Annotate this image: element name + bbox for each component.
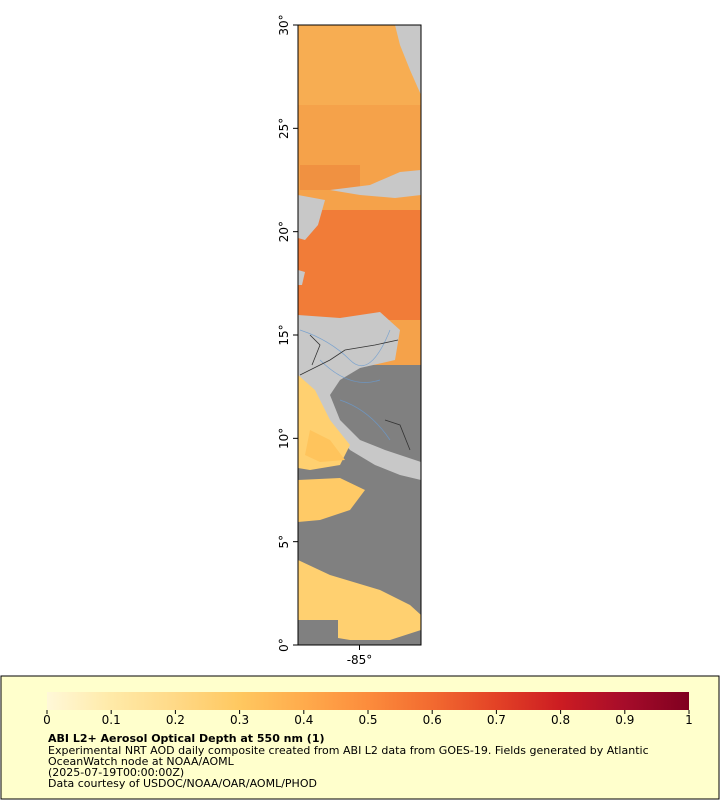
legend-line: (2025-07-19T00:00:00Z) [48,766,184,779]
colorbar-tick-label: 1 [685,713,693,727]
y-tick-label: 20° [277,221,291,242]
y-tick-label: 25° [277,118,291,139]
colorbar [47,692,689,710]
legend-line: OceanWatch node at NOAA/AOML [48,755,235,768]
y-tick-label: 10° [277,428,291,449]
colorbar-tick-label: 0.9 [615,713,634,727]
x-tick-label: -85° [347,653,373,667]
colorbar-tick-label: 0.6 [423,713,442,727]
y-tick-label: 30° [277,14,291,35]
colorbar-tick-label: 0.7 [487,713,506,727]
y-tick-label: 0° [277,638,291,652]
axes: 0° 5° 10° 15° 20° 25° 30° -85° [277,14,372,667]
colorbar-tick-label: 0.2 [166,713,185,727]
colorbar-tick-label: 0.4 [294,713,313,727]
colorbar-tick-label: 0.3 [230,713,249,727]
colorbar-tick-label: 0.1 [102,713,121,727]
colorbar-tick-label: 0.8 [551,713,570,727]
legend-line: Data courtesy of USDOC/NOAA/OAR/AOML/PHO… [48,777,317,790]
y-tick-label: 5° [277,535,291,549]
map-image [298,25,421,645]
legend-line: Experimental NRT AOD daily composite cre… [48,744,649,757]
colorbar-ticks: 0 0.1 0.2 0.3 0.4 0.5 0.6 0.7 0.8 0.9 1 [43,710,693,727]
legend-title: ABI L2+ Aerosol Optical Depth at 550 nm … [48,732,325,745]
colorbar-tick-label: 0 [43,713,51,727]
colorbar-tick-label: 0.5 [358,713,377,727]
y-tick-label: 15° [277,324,291,345]
